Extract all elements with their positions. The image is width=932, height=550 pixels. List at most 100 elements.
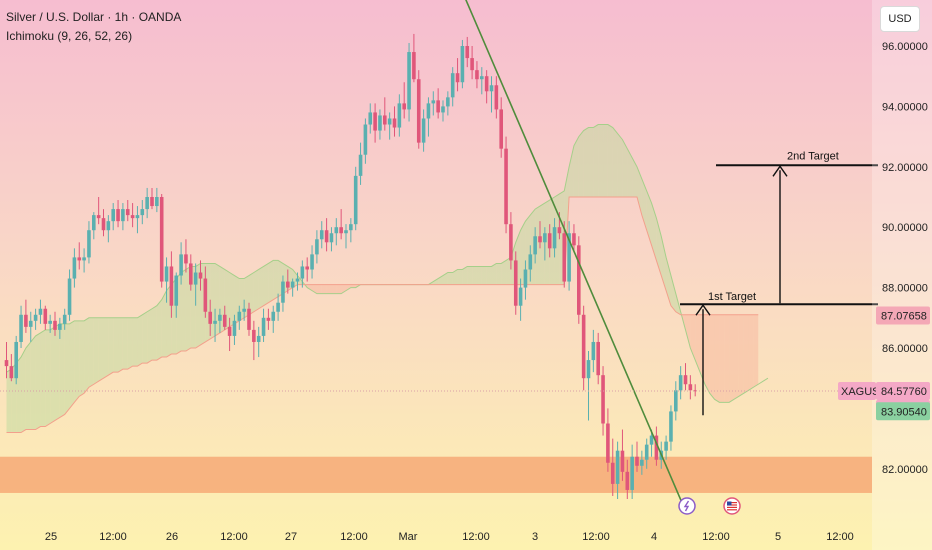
candle [344,230,348,234]
cloud-segment [481,266,487,285]
candle [610,462,615,484]
price-tick-label: 90.00000 [882,222,928,234]
candle [533,236,537,255]
candle [349,224,353,231]
candle [14,341,18,379]
candle [402,103,406,110]
candle [543,233,547,243]
candle [596,341,600,376]
time-tick-label: 5 [775,531,781,543]
time-tick-label: 12:00 [462,531,490,543]
cloud-segment [549,197,555,285]
cloud-segment [457,269,463,285]
cloud-segment [622,139,628,197]
candle [222,314,227,327]
time-tick-label: 12:00 [826,531,854,543]
candle [140,209,145,216]
candle [247,308,251,330]
cloud-segment [612,127,618,197]
cloud-segment [195,263,201,348]
time-tick-label: 12:00 [340,531,368,543]
candle [426,103,431,119]
cloud-segment [447,272,453,285]
candle [198,272,203,279]
cloud-segment [452,269,458,285]
candle [630,456,634,490]
time-tick-label: 12:00 [702,531,730,543]
cloud-segment [719,314,725,403]
cloud-segment [617,133,623,197]
cloud-segment [491,263,497,285]
time-tick-label: 26 [166,531,178,543]
candle [577,245,581,315]
candle [450,73,455,98]
cloud-segment [646,190,652,246]
cloud-segment [724,314,730,403]
cloud-segment [540,203,545,285]
candle [664,441,668,451]
cloud-segment [132,317,138,367]
candle [184,254,188,264]
candle [155,197,159,207]
cloud-segment [506,257,511,285]
candle [693,390,697,392]
candle [242,308,246,312]
cloud-segment [607,124,613,197]
candle [625,471,630,490]
cloud-segment [598,124,604,197]
cloud-segment [190,266,196,348]
candle [383,115,387,125]
cloud-segment [210,263,216,339]
cloud-segment [118,317,123,373]
cloud-segment [21,348,26,433]
price-tick-label: 82.00000 [882,464,928,476]
candle [145,197,149,210]
candle [130,215,135,219]
candle [19,314,23,342]
us-flag-icon-stripe [727,509,737,511]
currency-button[interactable]: USD [880,6,920,32]
cloud-segment [326,284,332,294]
cloud-segment [734,314,739,400]
cloud-segment [467,266,473,285]
cloud-segment [690,314,696,361]
candle [116,209,120,222]
candle [300,266,305,279]
candle [232,320,237,336]
cloud-segment [544,200,550,285]
candle [271,311,276,321]
candle [373,112,377,131]
candle [28,320,33,327]
candle [193,272,198,285]
cloud-span-b [6,196,759,434]
candle [169,266,174,306]
candle [252,329,256,342]
us-flag-icon-stripe [727,504,737,506]
cloud-segment [69,320,75,409]
candle [203,278,208,312]
cloud-segment [25,341,31,430]
candle [412,52,416,80]
candle [53,320,57,330]
candle [407,52,411,110]
cloud-segment [476,266,482,285]
candle [150,197,154,207]
indicator-label[interactable]: Ichimoku (9, 26, 52, 26) [6,29,133,43]
candle [319,230,324,240]
candle [339,227,343,234]
arrow-up-1-head [695,303,711,316]
current-price-text: 84.57760 [881,386,927,398]
cloud-segment [486,266,492,285]
candle [465,46,470,59]
candle [33,314,38,321]
support-price-text: 83.90540 [881,406,927,418]
candle [368,112,373,125]
cloud-segment [156,299,162,361]
candle [678,375,683,391]
candle [547,233,552,249]
cloud-segment [520,221,526,285]
cloud-segment [496,263,502,285]
cloud-segment [695,314,701,373]
